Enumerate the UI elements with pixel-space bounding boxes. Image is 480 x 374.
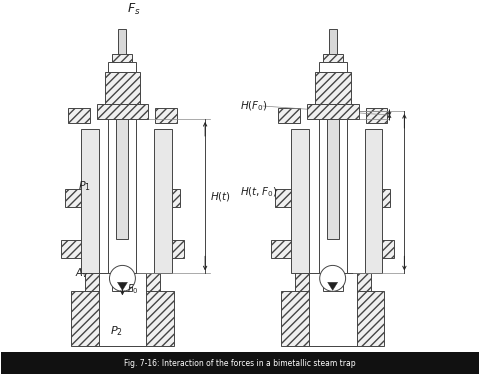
Text: $F_s$: $F_s$: [127, 2, 141, 17]
Bar: [319, 119, 347, 273]
Bar: [281, 291, 384, 346]
Bar: [307, 104, 359, 119]
Text: $F_0$: $F_0$: [127, 282, 139, 296]
Text: $P_2$: $P_2$: [110, 324, 123, 338]
Bar: [156, 189, 180, 206]
Bar: [278, 108, 300, 123]
Bar: [108, 62, 136, 72]
Bar: [119, 29, 126, 54]
Text: Fig. 7-16: Interaction of the forces in a bimetallic steam trap: Fig. 7-16: Interaction of the forces in …: [124, 359, 356, 368]
Bar: [105, 72, 140, 104]
Bar: [271, 240, 299, 258]
Bar: [68, 108, 90, 123]
Circle shape: [109, 266, 135, 291]
Text: $A_v$: $A_v$: [74, 267, 88, 280]
Text: $P_1$: $P_1$: [78, 179, 91, 193]
Bar: [309, 273, 357, 346]
Bar: [366, 108, 387, 123]
Bar: [295, 273, 371, 291]
Bar: [98, 273, 146, 346]
Bar: [291, 129, 309, 273]
Bar: [96, 104, 148, 119]
Polygon shape: [118, 282, 127, 290]
Bar: [367, 240, 395, 258]
Bar: [112, 272, 132, 291]
Bar: [1, 352, 479, 374]
Bar: [275, 189, 299, 206]
Bar: [367, 189, 390, 206]
Bar: [323, 272, 343, 291]
Bar: [71, 291, 174, 346]
Bar: [154, 129, 172, 273]
Text: $H(F_0)$: $H(F_0)$: [240, 99, 268, 113]
Bar: [156, 240, 184, 258]
Bar: [117, 119, 129, 239]
Bar: [329, 29, 336, 54]
Bar: [327, 119, 338, 239]
Polygon shape: [328, 282, 337, 290]
Bar: [84, 273, 160, 291]
Bar: [65, 189, 89, 206]
Text: $H(t)$: $H(t)$: [210, 190, 231, 203]
Bar: [319, 62, 347, 72]
Bar: [315, 72, 350, 104]
Circle shape: [320, 266, 346, 291]
Bar: [81, 129, 98, 273]
Bar: [108, 119, 136, 273]
Text: $H(t,F_0)$: $H(t,F_0)$: [240, 186, 277, 199]
Bar: [60, 240, 89, 258]
Bar: [156, 108, 177, 123]
Bar: [323, 54, 343, 62]
Bar: [364, 129, 383, 273]
Bar: [112, 54, 132, 62]
